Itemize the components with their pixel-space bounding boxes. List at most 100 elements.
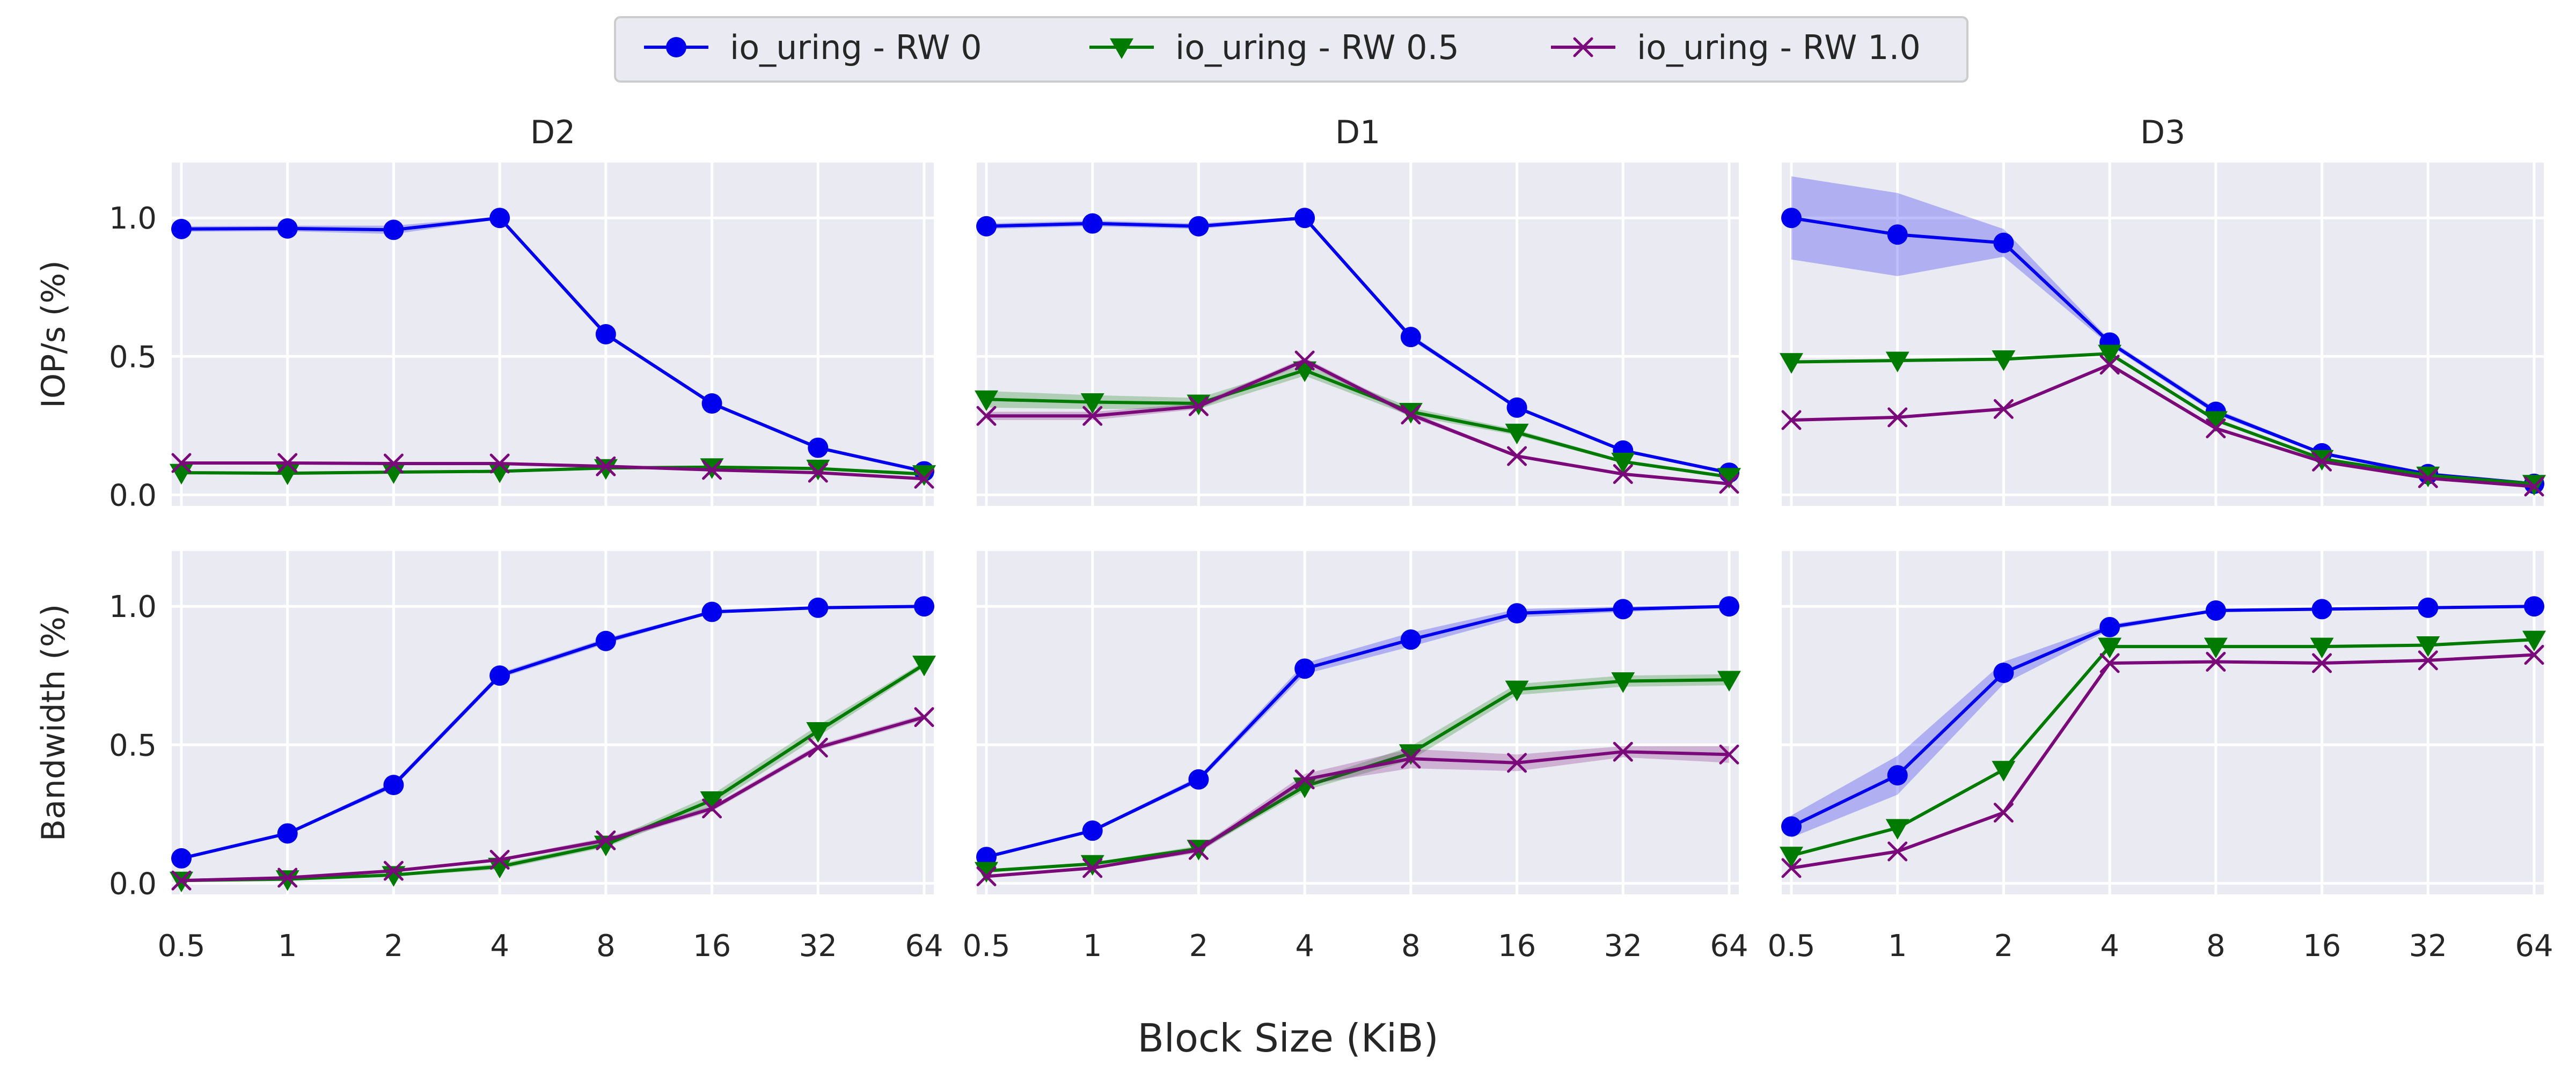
- data-point: [383, 453, 404, 474]
- data-point: [702, 798, 722, 819]
- x-tick-label: 4: [2100, 929, 2119, 964]
- data-point: [1506, 603, 1527, 624]
- x-tick-label: 1: [1083, 929, 1102, 964]
- data-point: [1082, 406, 1103, 426]
- data-point: [1399, 744, 1423, 765]
- data-point: [976, 216, 997, 237]
- y-axis-label: Bandwidth (%): [35, 604, 72, 841]
- data-point: [2098, 344, 2122, 366]
- y-tick-label: 1.0: [109, 201, 157, 236]
- data-point: [2524, 476, 2544, 497]
- plot-area: [172, 163, 934, 506]
- series-line: [1791, 352, 2535, 486]
- data-point: [1082, 858, 1103, 878]
- data-point: [2418, 650, 2438, 671]
- x-tick-label: 2: [1994, 929, 2014, 964]
- data-point: [2312, 653, 2332, 673]
- data-point: [1082, 213, 1103, 234]
- data-point: [1613, 464, 1633, 484]
- data-point: [171, 453, 192, 473]
- data-point: [596, 456, 616, 476]
- data-point: [383, 775, 404, 796]
- data-point: [489, 453, 510, 474]
- data-point: [277, 218, 298, 239]
- data-point: [383, 219, 404, 240]
- legend-item-io-uring-rw-0: io_uring - RW 0: [644, 28, 982, 67]
- y-tick-label: 0.5: [109, 728, 157, 763]
- data-point: [912, 465, 936, 486]
- data-point: [2311, 599, 2332, 620]
- legend-label-io-uring-rw-0: io_uring - RW 0: [730, 28, 982, 67]
- x-tick-label: 16: [2303, 929, 2341, 964]
- data-point: [1613, 599, 1634, 620]
- data-point: [595, 324, 616, 344]
- series-io-uring-rw-0: [976, 596, 1739, 868]
- confidence-band: [1791, 176, 2534, 486]
- x-tick-label: 4: [1295, 929, 1314, 964]
- series-io-uring-rw-0-5: [1780, 630, 2546, 868]
- data-point: [701, 393, 722, 414]
- data-point: [1506, 397, 1527, 418]
- y-tick-label: 0.0: [109, 866, 157, 901]
- data-point: [1401, 405, 1421, 425]
- data-point: [1719, 596, 1739, 617]
- x-tick-label: 0.5: [157, 929, 205, 964]
- data-point: [2099, 616, 2120, 637]
- data-point: [1082, 820, 1103, 841]
- data-point: [2416, 636, 2440, 657]
- x-tick-label: 2: [384, 929, 404, 964]
- y-axis-label: IOP/s (%): [35, 260, 72, 408]
- data-point: [976, 406, 997, 426]
- data-point: [1188, 216, 1209, 237]
- data-point: [2099, 355, 2120, 375]
- data-point: [1719, 474, 1739, 494]
- panel-r1c2: 0.5 1 2 4 8 16 32 64: [1767, 551, 2553, 964]
- legend-label-io-uring-rw-1-0: io_uring - RW 1.0: [1637, 28, 1921, 67]
- series-line: [986, 359, 1730, 486]
- data-point: [1887, 841, 1908, 862]
- data-point: [914, 596, 934, 617]
- series-io-uring-rw-1-0: [171, 707, 934, 891]
- data-point: [701, 601, 722, 622]
- data-point: [806, 722, 830, 743]
- data-point: [277, 868, 298, 888]
- x-tick-label: 1: [278, 929, 297, 964]
- data-point: [976, 866, 997, 886]
- data-point: [1507, 446, 1527, 466]
- data-point: [1080, 393, 1104, 414]
- plot-area: [1782, 163, 2544, 506]
- legend-marker-io-uring-rw-0-5: [1110, 38, 1133, 59]
- data-point: [700, 791, 724, 812]
- legend-frame: [614, 16, 1968, 83]
- data-point: [594, 459, 618, 480]
- panel-d1: D1: [975, 114, 1741, 506]
- panel-d3: D3: [1780, 114, 2546, 506]
- data-point: [2098, 637, 2122, 659]
- x-tick-label: 32: [2409, 929, 2447, 964]
- x-tick-label: 2: [1189, 929, 1209, 964]
- confidence-band: [1791, 605, 2534, 838]
- data-point: [1505, 423, 1529, 445]
- data-point: [1781, 858, 1802, 878]
- data-point: [1887, 224, 1908, 245]
- x-tick-label: 64: [905, 929, 943, 964]
- data-point: [1611, 452, 1635, 474]
- data-point: [1717, 671, 1741, 692]
- x-tick-label: 32: [1604, 929, 1642, 964]
- x-tick-label: 4: [490, 929, 509, 964]
- x-tick-label: 64: [1710, 929, 1748, 964]
- series-io-uring-rw-1-0: [976, 741, 1739, 886]
- panel-title: D3: [2140, 114, 2185, 151]
- data-point: [1294, 769, 1315, 790]
- panel-r1c1: 0.5 1 2 4 8 16 32 64: [962, 551, 1748, 964]
- data-point: [1401, 748, 1421, 769]
- panel-title: D2: [530, 114, 575, 151]
- data-point: [1781, 410, 1802, 430]
- series-io-uring-rw-1-0: [1781, 355, 2544, 497]
- y-tick-label: 0.5: [109, 340, 157, 374]
- data-point: [2204, 637, 2228, 659]
- series-line: [181, 605, 925, 860]
- confidence-band: [181, 714, 924, 882]
- data-point: [808, 597, 829, 618]
